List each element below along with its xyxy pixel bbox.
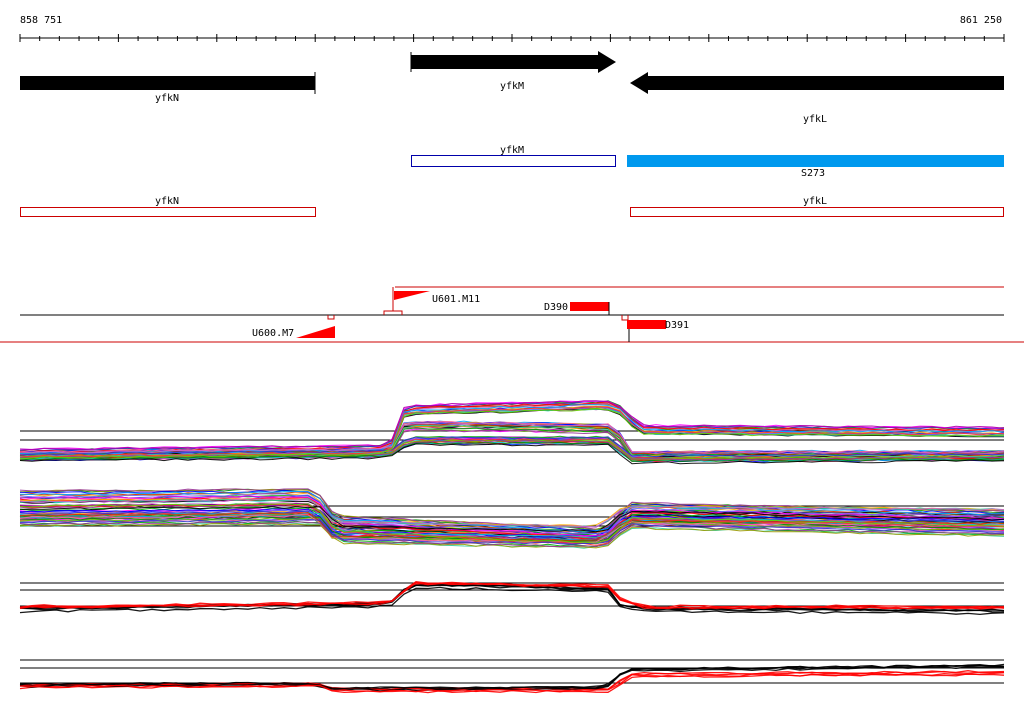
expression-panel-4[interactable] [19,659,1005,694]
coord-start-label: 858 751 [20,15,62,26]
annotation-box-yfkN[interactable]: yfkN [20,196,316,217]
gene-arrow-yfkN[interactable]: yfkN [20,72,316,104]
annotation-box-S273[interactable]: S273 [627,155,1004,179]
gene-arrow-yfkM[interactable]: yfkM [410,51,616,92]
coord-end-label: 861 250 [960,15,1002,26]
annotation-label-yfkN: yfkN [155,196,179,207]
downshift-D391[interactable]: D391 [627,320,689,342]
upshift-U601-M11-marker[interactable] [394,291,430,300]
upshift-label-U600-M7: U600.M7 [252,328,294,339]
expression-panel-2[interactable] [19,488,1005,549]
annotation-box-yfkM[interactable]: yfkM [411,145,616,167]
gene-label-yfkM: yfkM [500,81,524,92]
downshift-D390-marker[interactable] [570,302,609,311]
annotation-box-yfkL[interactable]: yfkL [630,196,1004,217]
annotation-rect-yfkM[interactable] [411,155,616,167]
gene-track[interactable]: yfkN yfkM yfkL [20,51,1004,125]
upshift-U600-M7[interactable]: U600.M7 [252,326,335,339]
downshift-D391-marker[interactable] [627,320,666,329]
upshift-U601-M11[interactable]: U601.M11 [394,291,480,305]
coordinate-ruler: 858 751 861 250 [19,15,1005,42]
gene-arrow-yfkL-shape[interactable] [630,72,1004,94]
gene-arrow-yfkN-shape[interactable] [20,76,315,90]
downshift-label-D391: D391 [665,320,689,331]
annotation-rect-yfkL[interactable] [630,207,1004,217]
gene-arrow-yfkM-shape[interactable] [411,51,616,73]
annotation-label-yfkM: yfkM [500,145,524,156]
annotation-label-S273: S273 [801,168,825,179]
annotation-track[interactable]: yfkM S273 yfkN yfkL [20,145,1005,217]
annotation-label-yfkL: yfkL [803,196,827,207]
downshift-label-D390: D390 [544,302,568,313]
shift-feature-track[interactable]: U601.M11 U600.M7 D390 D391 [0,286,1024,343]
ruler-ticks [19,34,1005,42]
downshift-D390[interactable]: D390 [544,302,610,315]
upshift-label-U601-M11: U601.M11 [432,294,480,305]
annotation-rect-yfkN[interactable] [20,207,316,217]
gene-label-yfkN: yfkN [155,93,179,104]
annotation-rect-S273[interactable] [627,155,1004,167]
gene-arrow-yfkL[interactable]: yfkL [630,72,1004,125]
gene-label-yfkL: yfkL [803,114,827,125]
expression-panel-3[interactable] [19,581,1005,616]
upshift-U600-M7-marker[interactable] [296,326,335,338]
expression-panel-1[interactable] [19,400,1005,465]
